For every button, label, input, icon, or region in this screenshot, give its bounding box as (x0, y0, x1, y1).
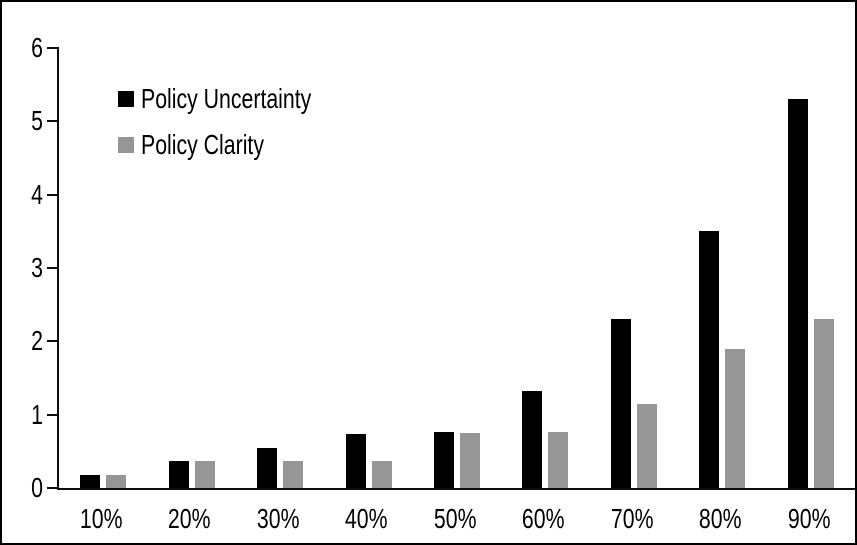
y-tick-label-6: 6 (31, 32, 43, 63)
bar-policy-uncertainty-70- (610, 319, 631, 488)
bar-policy-uncertainty-80- (699, 231, 720, 488)
bar-policy-uncertainty-30- (257, 447, 278, 488)
policy-clarity-swatch (118, 137, 134, 153)
plot-area: 0 1 2 3 4 5 6 (31, 33, 855, 503)
legend: Policy Uncertainty Policy Clarity (118, 84, 365, 176)
y-tick-2 (47, 340, 59, 342)
x-tick-label-20-: 20% (168, 503, 211, 534)
bar-policy-clarity-20- (194, 460, 215, 488)
x-tick-label-40-: 40% (345, 503, 388, 534)
bar-policy-clarity-70- (636, 403, 657, 488)
bar-policy-clarity-90- (813, 319, 834, 488)
bar-policy-uncertainty-10- (80, 474, 101, 488)
y-tick-5 (47, 120, 59, 122)
bar-policy-uncertainty-90- (787, 99, 808, 488)
bar-group-60- (501, 48, 589, 488)
bar-group-40- (324, 48, 412, 488)
bar-policy-uncertainty-20- (168, 460, 189, 488)
bar-group-90- (767, 48, 855, 488)
bar-policy-clarity-80- (725, 348, 746, 488)
y-tick-label-3: 3 (31, 252, 43, 283)
bar-policy-clarity-40- (371, 460, 392, 488)
y-tick-label-4: 4 (31, 179, 43, 210)
y-tick-6 (47, 47, 59, 49)
bar-group-30- (236, 48, 324, 488)
bar-policy-clarity-10- (106, 474, 127, 488)
y-tick-label-1: 1 (31, 399, 43, 430)
x-tick-label-80-: 80% (698, 503, 742, 534)
bar-group-20- (147, 48, 235, 488)
y-tick-label-0: 0 (31, 472, 43, 503)
bar-policy-clarity-60- (548, 432, 569, 488)
y-tick-4 (47, 194, 59, 196)
x-tick-label-70-: 70% (610, 503, 654, 534)
legend-item-policy-clarity: Policy Clarity (118, 130, 365, 160)
bar-policy-uncertainty-40- (345, 433, 366, 488)
x-axis-labels: 10% 20% 30% 40% 50% 60% 70% 80% 90% (57, 503, 853, 535)
bar-policy-uncertainty-50- (433, 432, 454, 488)
bars-container (59, 48, 855, 488)
bar-policy-uncertainty-60- (522, 391, 543, 488)
x-tick-label-60-: 60% (522, 503, 565, 534)
x-tick-label-30-: 30% (256, 503, 300, 534)
x-tick-label-50-: 50% (433, 503, 477, 534)
bar-group-80- (678, 48, 766, 488)
y-tick-0 (47, 487, 59, 489)
y-tick-label-5: 5 (31, 105, 43, 136)
legend-label-policy-clarity: Policy Clarity (141, 129, 264, 160)
legend-label-policy-uncertainty: Policy Uncertainty (141, 83, 312, 114)
bar-policy-clarity-50- (459, 433, 480, 488)
bar-group-70- (590, 48, 678, 488)
x-tick-label-10-: 10% (79, 503, 123, 534)
y-tick-label-2: 2 (31, 325, 43, 356)
y-tick-1 (47, 414, 59, 416)
legend-item-policy-uncertainty: Policy Uncertainty (118, 84, 365, 114)
bar-policy-clarity-30- (283, 460, 304, 488)
policy-uncertainty-swatch (118, 91, 134, 107)
x-tick-label-90-: 90% (787, 503, 831, 534)
bar-group-10- (59, 48, 147, 488)
bar-group-50- (413, 48, 501, 488)
y-tick-3 (47, 267, 59, 269)
